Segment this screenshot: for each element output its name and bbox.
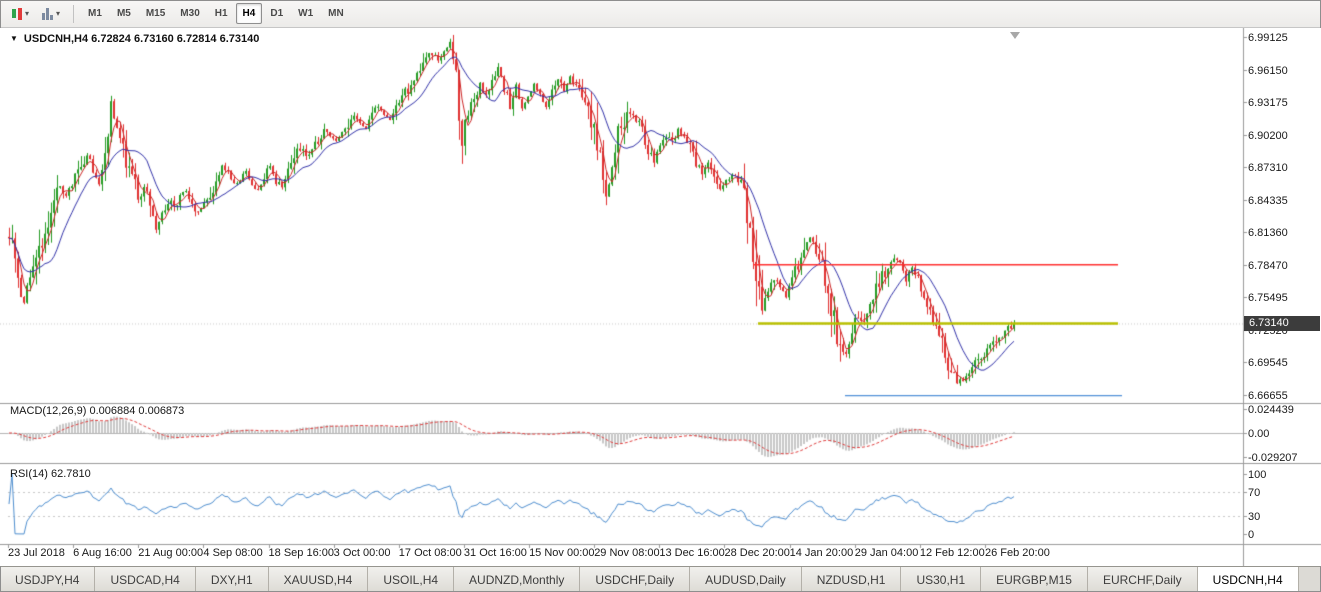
date-axis-label: 3 Oct 00:00 bbox=[333, 547, 391, 559]
date-axis[interactable]: 23 Jul 2018 6 Aug 16:00 21 Aug 00:00 4 Sep … bbox=[0, 546, 1243, 564]
price-axis-label: 6.96150 bbox=[1248, 64, 1288, 77]
timeframe-button-mn[interactable]: MN bbox=[321, 3, 351, 24]
tab-eurchf-daily[interactable]: EURCHF,Daily bbox=[1087, 567, 1198, 592]
price-axis[interactable]: 6.99125 6.96150 6.93175 6.90200 6.87310 6.843… bbox=[1248, 28, 1320, 566]
date-axis-label: 12 Feb 12:00 bbox=[919, 547, 985, 559]
symbol-ohlc: ▼ USDCNH,H4 6.72824 6.73160 6.72814 6.73… bbox=[10, 33, 259, 45]
chevron-down-icon: ▾ bbox=[25, 8, 30, 18]
chart-shift-marker-icon[interactable] bbox=[1010, 32, 1020, 39]
price-axis-label: 6.87310 bbox=[1248, 162, 1288, 175]
tab-audusd-daily[interactable]: AUDUSD,Daily bbox=[690, 567, 802, 592]
date-axis-label: 4 Sep 08:00 bbox=[203, 547, 263, 559]
timeframe-button-h4[interactable]: H4 bbox=[235, 3, 263, 24]
rsi-axis-label: 30 bbox=[1248, 511, 1261, 523]
chart-area: ▼ USDCNH,H4 6.72824 6.73160 6.72814 6.73… bbox=[0, 28, 1321, 566]
price-axis-label: 6.66655 bbox=[1248, 389, 1288, 402]
timeframe-buttons: M1 M5 M15 M30 H1 H4 D1 W1 MN bbox=[81, 3, 351, 24]
date-axis-label: 29 Jan 04:00 bbox=[854, 547, 919, 559]
date-axis-label: 14 Jan 20:00 bbox=[789, 547, 854, 559]
chart-style-button[interactable]: ▾ bbox=[6, 3, 35, 25]
symbol-ohlc-text: USDCNH,H4 6.72824 6.73160 6.72814 6.7314… bbox=[23, 33, 260, 45]
price-axis-label: 6.75495 bbox=[1248, 292, 1288, 305]
price-axis-label: 6.90200 bbox=[1248, 129, 1288, 142]
price-axis-label: 6.81360 bbox=[1248, 227, 1288, 240]
tab-usoil-h4[interactable]: USOIL,H4 bbox=[368, 567, 455, 592]
tab-usdcad-h4[interactable]: USDCAD,H4 bbox=[95, 567, 196, 592]
macd-axis-label: 0.024439 bbox=[1248, 404, 1294, 416]
tab-nzdusd-h1[interactable]: NZDUSD,H1 bbox=[801, 567, 902, 592]
date-axis-label: 31 Oct 16:00 bbox=[463, 547, 527, 559]
date-axis-label: 15 Nov 00:00 bbox=[529, 547, 595, 559]
date-axis-label: 29 Nov 08:00 bbox=[594, 547, 660, 559]
tab-dxy-h1[interactable]: DXY,H1 bbox=[195, 567, 269, 592]
timeframe-button-m5[interactable]: M5 bbox=[110, 3, 138, 24]
price-axis-label: 6.84335 bbox=[1248, 194, 1288, 207]
price-axis-label: 6.78470 bbox=[1248, 259, 1288, 272]
date-axis-label: 18 Sep 16:00 bbox=[268, 547, 334, 559]
rsi-axis-label: 0 bbox=[1248, 529, 1255, 541]
candlestick-chart-icon bbox=[12, 7, 22, 20]
tab-eurgbp-m15[interactable]: EURGBP,M15 bbox=[981, 567, 1088, 592]
tab-xauusd-h4[interactable]: XAUUSD,H4 bbox=[268, 567, 369, 592]
timeframe-button-w1[interactable]: W1 bbox=[291, 3, 320, 24]
tab-usdcnh-h4[interactable]: USDCNH,H4 bbox=[1197, 567, 1299, 592]
price-axis-label: 6.99125 bbox=[1248, 32, 1288, 44]
timeframe-button-d1[interactable]: D1 bbox=[263, 3, 290, 24]
current-bar-marker-icon: ▼ bbox=[10, 34, 18, 43]
chart-canvas[interactable] bbox=[0, 28, 1321, 566]
macd-label: MACD(12,26,9) 0.006884 0.006873 bbox=[10, 405, 185, 417]
tab-usdchf-daily[interactable]: USDCHF,Daily bbox=[580, 567, 691, 592]
date-axis-label: 28 Dec 20:00 bbox=[724, 547, 790, 559]
toolbar: ▾ ▾ M1 M5 M15 M30 H1 H4 D1 W1 MN bbox=[0, 0, 1321, 28]
price-axis-label: 6.93175 bbox=[1248, 97, 1288, 110]
rsi-label: RSI(14) 62.7810 bbox=[10, 468, 91, 480]
chevron-down-icon: ▾ bbox=[56, 8, 61, 18]
macd-axis[interactable]: 0.024439 0.00 -0.029207 bbox=[1248, 28, 1320, 566]
tab-usdjpy-h4[interactable]: USDJPY,H4 bbox=[0, 567, 96, 592]
date-axis-label: 6 Aug 16:00 bbox=[73, 547, 132, 559]
tab-us30-h1[interactable]: US30,H1 bbox=[901, 567, 982, 592]
date-axis-label: 13 Dec 16:00 bbox=[659, 547, 725, 559]
date-axis-label: 17 Oct 08:00 bbox=[398, 547, 462, 559]
price-axis-label: 6.69545 bbox=[1248, 357, 1288, 370]
indicator-dropdown-button[interactable]: ▾ bbox=[36, 3, 66, 25]
tab-audnzd-monthly[interactable]: AUDNZD,Monthly bbox=[454, 567, 581, 592]
rsi-axis[interactable]: 100 70 30 0 bbox=[1248, 28, 1320, 566]
date-axis-label: 26 Feb 20:00 bbox=[985, 547, 1050, 559]
timeframe-button-m30[interactable]: M30 bbox=[173, 3, 206, 24]
date-axis-label: 21 Aug 00:00 bbox=[138, 547, 204, 559]
timeframe-button-m15[interactable]: M15 bbox=[139, 3, 172, 24]
macd-axis-label: 0.00 bbox=[1248, 428, 1270, 440]
date-axis-label: 23 Jul 2018 bbox=[8, 547, 65, 559]
bar-chart-icon bbox=[42, 7, 54, 20]
timeframe-button-h1[interactable]: H1 bbox=[208, 3, 235, 24]
chart-tabs: USDJPY,H4 USDCAD,H4 DXY,H1 XAUUSD,H4 USOIL,H… bbox=[0, 566, 1321, 592]
rsi-axis-label: 100 bbox=[1248, 469, 1267, 481]
timeframe-button-m1[interactable]: M1 bbox=[81, 3, 109, 24]
rsi-axis-label: 70 bbox=[1248, 487, 1261, 499]
current-price-tag: 6.73140 bbox=[1244, 315, 1320, 331]
toolbar-separator bbox=[73, 4, 75, 23]
macd-axis-label: -0.029207 bbox=[1248, 452, 1298, 464]
